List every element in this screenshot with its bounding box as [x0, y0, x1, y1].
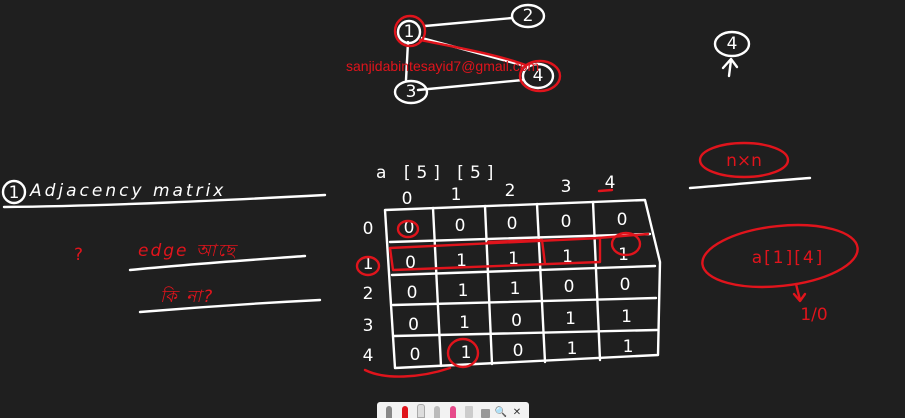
- svg-text:1: 1: [404, 22, 415, 42]
- matrix-cell-3-1: 1: [459, 313, 470, 333]
- matrix-declaration: a [5] [5]: [376, 163, 499, 183]
- matrix-cell-4-3: 1: [567, 339, 578, 359]
- row-header-2: 2: [363, 284, 374, 304]
- row-1-highlight: [355, 255, 381, 277]
- matrix-cell-2-3: 0: [564, 277, 575, 297]
- matrix-cell-2-1: 1: [458, 281, 469, 301]
- pen-gray-icon[interactable]: [431, 404, 443, 418]
- column-header-2: 2: [505, 181, 516, 201]
- column-header-0: 0: [402, 189, 413, 209]
- question-underline-2: [138, 298, 322, 314]
- graph: 1 2 3 4: [393, 3, 562, 105]
- column-header-4: 4: [605, 173, 616, 193]
- row-4-underline: [363, 366, 452, 378]
- matrix-cell-1-3: 1: [562, 247, 573, 267]
- graph-node-1: 1: [393, 14, 427, 48]
- heading: 1 Adjacency matrix: [1, 179, 327, 209]
- matrix-cell-3-4: 1: [621, 307, 632, 327]
- row-header-4: 4: [363, 346, 374, 366]
- heading-text: Adjacency matrix: [29, 181, 226, 201]
- matrix-cell-4-0: 0: [410, 345, 421, 365]
- svg-text:1: 1: [9, 183, 20, 203]
- matrix-cell-1-1: 1: [456, 251, 467, 271]
- matrix-cell-0-2: 0: [507, 214, 518, 234]
- arrow-up-icon: [721, 57, 739, 78]
- matrix-cell-4-4: 1: [623, 337, 634, 357]
- svg-text:4: 4: [533, 66, 544, 86]
- access-oval: [701, 223, 859, 289]
- column-4-underline: [597, 188, 614, 193]
- matrix-cell-0-0: 0: [404, 218, 415, 238]
- question-line-1: edge আছে: [138, 241, 239, 261]
- matrix-column-headers: 0 1 2 3 4: [402, 173, 616, 209]
- graph-node-4: 4: [518, 59, 562, 93]
- column-header-1: 1: [451, 185, 462, 205]
- question: ? edge আছে কি না?: [74, 241, 322, 314]
- row-header-3: 3: [363, 316, 374, 336]
- heading-number-circle: [1, 179, 27, 205]
- highlighter-icon[interactable]: [463, 404, 475, 418]
- matrix-cell-4-2: 0: [513, 341, 524, 361]
- row-1-box-highlight: [388, 232, 650, 272]
- pen-tool-icon[interactable]: [383, 404, 395, 418]
- row-header-0: 0: [363, 219, 374, 239]
- matrix-cell-0-4: 0: [617, 210, 628, 230]
- cell-4-1-highlight: [446, 337, 480, 369]
- cell-1-4-highlight: [610, 231, 642, 257]
- close-icon[interactable]: ✕: [512, 407, 522, 418]
- edge-1-3: [404, 40, 410, 82]
- matrix-cell-1-0: 0: [405, 253, 416, 273]
- matrix-cell-2-2: 1: [510, 279, 521, 299]
- matrix-cell-2-4: 0: [620, 275, 631, 295]
- matrix-cell-3-2: 0: [511, 311, 522, 331]
- eraser-icon[interactable]: [479, 404, 491, 418]
- side-node: 4: [713, 30, 751, 78]
- graph-node-2: 2: [510, 3, 546, 29]
- matrix-cell-0-1: 0: [455, 216, 466, 236]
- svg-text:2: 2: [523, 6, 534, 26]
- arrow-down-icon: [792, 282, 807, 303]
- access-note: a[1][4]: [752, 248, 825, 268]
- size-underline: [688, 176, 812, 190]
- svg-text:3: 3: [406, 82, 417, 102]
- drawing-toolbar: 🔍 ✕: [377, 402, 529, 418]
- search-icon[interactable]: 🔍: [494, 407, 508, 418]
- matrix-column-lines: [431, 200, 602, 368]
- matrix-row-lines: [388, 232, 659, 338]
- question-underline-1: [128, 254, 307, 272]
- edge-3-4: [416, 78, 525, 92]
- result-note: 1/0: [800, 305, 827, 325]
- matrix-cell-0-3: 0: [561, 212, 572, 232]
- heading-underline: [2, 193, 327, 209]
- matrix-cell-4-1: 1: [461, 343, 472, 363]
- matrix-outline: [383, 198, 662, 370]
- size-note: n×n: [726, 151, 762, 171]
- watermark: sanjidabintesayid7@gmail.com: [346, 58, 540, 74]
- graph-node-3: 3: [393, 79, 429, 105]
- cell-0-0-highlight: [396, 219, 420, 239]
- question-mark: ?: [74, 245, 83, 265]
- question-line-2: কি না?: [160, 286, 214, 307]
- highlight-edge-1-4: [418, 38, 530, 68]
- svg-text:4: 4: [727, 34, 738, 54]
- pen-red-icon[interactable]: [399, 404, 411, 418]
- edge-1-2: [423, 16, 514, 28]
- matrix-cells: 0 0 0 0 00 1 1 1 10 1 1 0 00 1 0 1 10 1 0 1 1: [404, 210, 634, 365]
- pen-white-icon[interactable]: [415, 404, 427, 418]
- matrix-cell-1-2: 1: [508, 249, 519, 269]
- pen-pink-icon[interactable]: [447, 404, 459, 418]
- row-header-1: 1: [363, 254, 374, 274]
- matrix-row-headers: 0 1 2 3 4: [363, 219, 374, 366]
- size-oval: [698, 141, 790, 179]
- column-header-3: 3: [561, 177, 572, 197]
- matrix-cell-3-0: 0: [408, 315, 419, 335]
- matrix-cell-2-0: 0: [407, 283, 418, 303]
- matrix-cell-3-3: 1: [565, 309, 576, 329]
- notes: n×n a[1][4] 1/0: [688, 141, 859, 325]
